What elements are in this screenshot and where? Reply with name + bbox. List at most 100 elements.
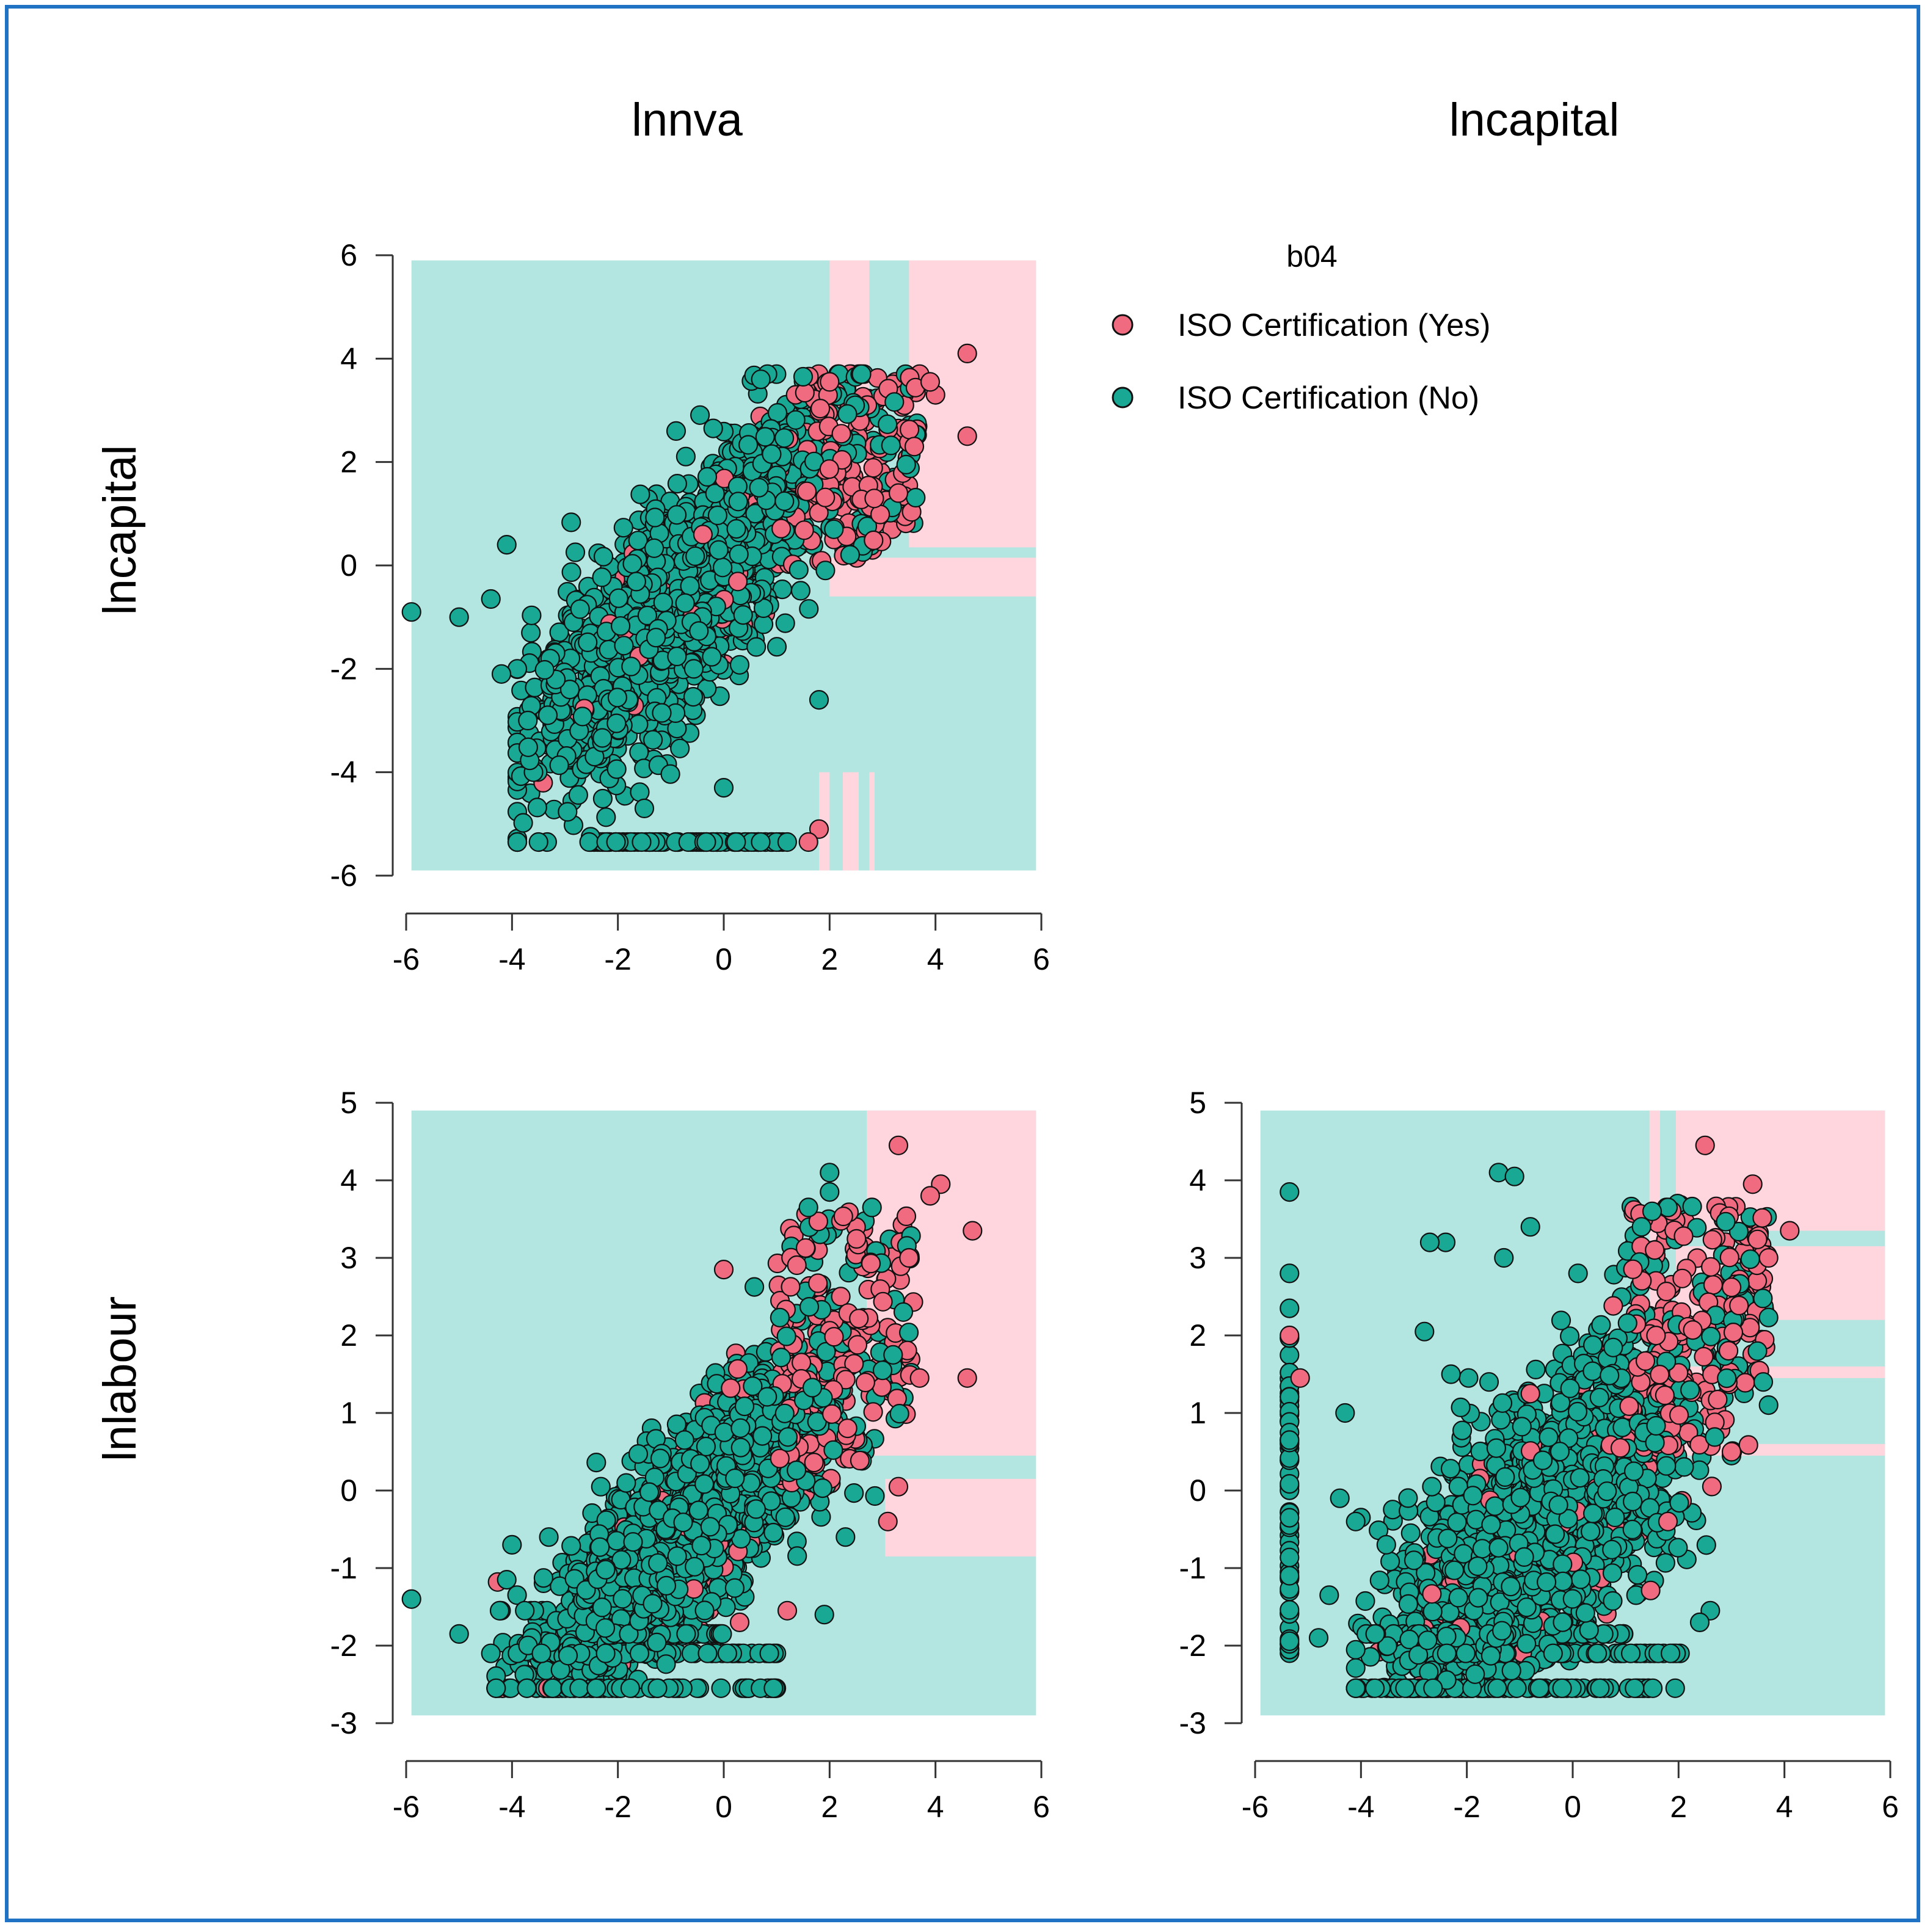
point-iso-no: [449, 1624, 469, 1644]
x-tick-label: 2: [821, 1790, 838, 1824]
point-iso-no: [596, 807, 616, 827]
point-iso-yes: [864, 488, 884, 509]
x-tick-label: 6: [1033, 942, 1050, 976]
point-iso-no: [670, 738, 690, 758]
point-iso-no: [537, 705, 558, 725]
point-iso-no: [593, 547, 614, 567]
point-iso-no: [696, 832, 716, 852]
point-iso-no: [770, 1307, 790, 1327]
point-iso-no: [634, 798, 655, 819]
point-iso-no: [497, 1570, 517, 1590]
point-iso-yes: [796, 481, 817, 501]
point-iso-no: [539, 1527, 559, 1547]
point-iso-yes: [888, 1135, 909, 1155]
point-iso-yes: [909, 1368, 930, 1388]
x-tick-label: -6: [393, 1790, 420, 1824]
x-tick-label: 4: [1776, 1790, 1793, 1824]
point-iso-no: [690, 1454, 710, 1474]
y-tick-label: 0: [1189, 1473, 1206, 1508]
point-iso-no: [788, 559, 809, 580]
legend-label-yes: ISO Certification (Yes): [1178, 308, 1490, 343]
point-iso-no: [629, 1643, 650, 1663]
point-iso-yes: [824, 1327, 844, 1347]
point-iso-no: [608, 588, 628, 608]
point-iso-no: [824, 519, 844, 539]
point-iso-no: [862, 1197, 882, 1218]
point-iso-no: [728, 492, 748, 512]
point-iso-no: [528, 832, 548, 852]
point-iso-no: [707, 505, 728, 526]
point-iso-no: [717, 1643, 738, 1663]
point-iso-yes: [770, 1448, 790, 1469]
column-title-lnnva: lnnva: [632, 94, 743, 146]
region-yes: [885, 1478, 1036, 1556]
y-tick-label: 1: [1189, 1396, 1206, 1430]
point-iso-no: [790, 581, 811, 601]
point-iso-no: [746, 637, 767, 657]
x-tick-label: -6: [1242, 1790, 1269, 1824]
legend-label-no: ISO Certification (No): [1178, 380, 1479, 416]
point-iso-no: [656, 1654, 676, 1674]
point-iso-yes: [896, 1206, 917, 1227]
point-iso-yes: [957, 1368, 977, 1388]
point-iso-no: [481, 1643, 501, 1663]
point-iso-yes: [878, 1511, 898, 1531]
point-iso-no: [630, 484, 650, 504]
legend-marker-yes: [1112, 314, 1134, 336]
y-tick-label: 5: [1189, 1086, 1206, 1120]
region-yes: [869, 772, 875, 871]
point-iso-yes: [821, 1404, 842, 1424]
point-iso-yes: [795, 1238, 816, 1258]
point-iso-no: [650, 1448, 671, 1469]
point-iso-no: [561, 1536, 581, 1556]
y-tick-label: -1: [330, 1551, 357, 1585]
point-iso-no: [570, 599, 590, 619]
point-iso-yes: [837, 1418, 858, 1439]
point-iso-no: [674, 1430, 694, 1450]
point-iso-no: [644, 538, 665, 558]
point-iso-no: [667, 473, 688, 494]
point-iso-yes: [888, 483, 909, 503]
y-tick-label: -1: [1179, 1551, 1206, 1585]
point-iso-no: [497, 534, 517, 555]
point-iso-no: [623, 1532, 643, 1552]
point-iso-yes: [904, 437, 925, 457]
point-iso-no: [787, 1546, 807, 1566]
point-iso-no: [840, 545, 861, 565]
point-iso-yes: [798, 832, 818, 852]
point-iso-no: [629, 742, 649, 762]
point-iso-no: [815, 561, 836, 581]
point-iso-no: [708, 540, 729, 560]
y-tick-label: 1: [340, 1396, 357, 1430]
point-iso-no: [622, 554, 643, 574]
point-iso-no: [660, 764, 680, 784]
point-iso-yes: [957, 343, 977, 364]
point-iso-no: [561, 562, 581, 583]
point-iso-yes: [833, 1206, 853, 1227]
point-iso-no: [648, 1553, 668, 1573]
y-tick-label: 3: [340, 1241, 357, 1275]
point-iso-yes: [847, 1229, 867, 1249]
region-yes: [1676, 1110, 1885, 1231]
point-iso-yes: [777, 1600, 798, 1621]
point-iso-no: [878, 414, 898, 434]
point-iso-no: [558, 1646, 578, 1666]
x-tick-label: -4: [1347, 1790, 1374, 1824]
point-iso-no: [798, 1197, 818, 1218]
point-iso-no: [896, 454, 916, 475]
point-iso-no: [703, 418, 723, 438]
y-tick-label: 6: [340, 238, 357, 272]
point-iso-yes: [963, 1221, 983, 1241]
point-iso-no: [515, 1600, 535, 1621]
x-tick-label: 6: [1033, 1790, 1050, 1824]
row-title-lnlabour: lnlabour: [94, 1296, 146, 1461]
point-iso-yes: [899, 1247, 919, 1268]
point-iso-no: [683, 686, 704, 707]
point-iso-no: [595, 1618, 616, 1638]
point-iso-no: [691, 1536, 712, 1556]
x-tick-label: -6: [393, 942, 420, 976]
point-iso-yes: [872, 1377, 892, 1397]
point-iso-yes: [863, 1402, 883, 1422]
